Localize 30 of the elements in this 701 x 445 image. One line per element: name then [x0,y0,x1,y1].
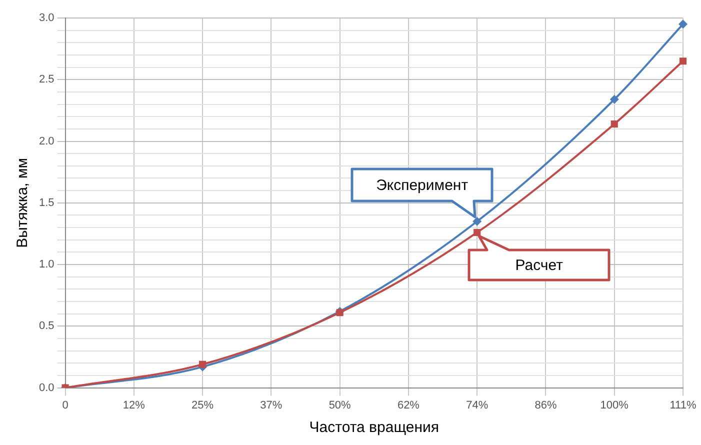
x-axis-title: Частота вращения [309,419,440,436]
x-tick-label: 12% [122,399,146,412]
point [199,360,206,368]
text: 0.5 [38,320,54,332]
x-tick-label: 111% [670,399,696,412]
y-tick-label: 0.0 [38,382,54,394]
y-tick-label: 3.0 [38,12,54,24]
x-tick-label: 25% [192,399,214,412]
x-tick-label: 50% [328,399,352,412]
callout-box: Расчет [466,233,612,284]
x-tick-label: 62% [397,399,420,412]
x-tick-label: 100% [600,399,629,412]
point [610,94,619,104]
callout-box: Эксперимент [349,166,496,220]
series-label: Эксперимент [375,176,470,196]
point [610,120,618,128]
y-tick-label: 2.5 [38,74,54,86]
y-axis-title: Вытяжка, мм [14,158,32,248]
y-tick-label: 1.5 [38,196,54,209]
point [678,20,688,29]
x-tick-label: 86% [534,399,557,412]
x-tick-label: 74% [466,399,488,412]
point [336,309,344,316]
y-tick-label: 1.0 [38,258,54,271]
point [474,228,481,236]
point [679,58,687,65]
y-tick-label: 2.0 [38,135,54,148]
point [472,216,482,226]
x-tick-label: 37% [260,399,282,412]
x-tick-label: 0 [62,399,68,412]
